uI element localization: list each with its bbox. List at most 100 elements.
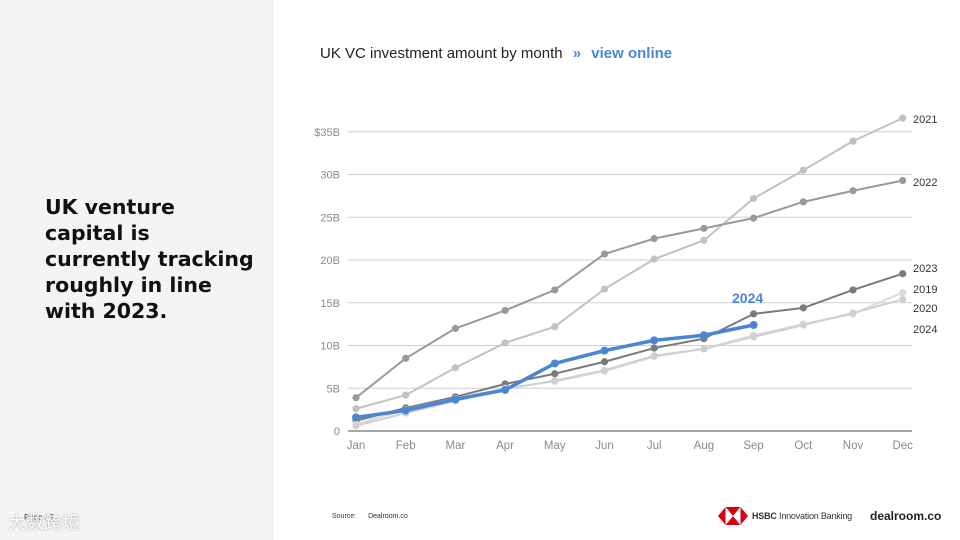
data-point-2022	[799, 198, 807, 206]
data-point-2021	[799, 166, 807, 174]
source-label: Source:	[332, 513, 357, 520]
y-tick-label: 10B	[320, 341, 340, 353]
series-end-label-2021: 2021	[913, 114, 937, 126]
y-tick-label: 15B	[320, 298, 340, 310]
grid-layer: 0 5B 10B 15B 20B 25B 30B $35B Jan Feb Mar Apr May Jun…	[314, 127, 913, 452]
data-point-2023	[799, 304, 807, 312]
hsbc-logo-sub: Innovation Banking	[779, 511, 852, 521]
label-layer: 2021 2022 2023 2019 2020 2024 2024	[732, 114, 937, 336]
data-point-2024	[650, 336, 659, 345]
data-point-2021	[551, 323, 559, 331]
source-note: Source: Dealroom.co	[332, 513, 408, 520]
series-end-label-2020: 2020	[913, 303, 937, 315]
data-point-2020	[650, 352, 658, 360]
data-point-2020	[551, 376, 559, 385]
data-point-2020	[799, 321, 807, 329]
x-tick-label: Apr	[496, 440, 514, 452]
x-tick-label: Mar	[445, 440, 465, 452]
data-point-2024	[451, 395, 460, 404]
data-point-2020	[899, 295, 907, 303]
data-point-2021	[501, 339, 509, 347]
data-point-2024	[401, 406, 410, 415]
series-line-2021	[355, 117, 904, 410]
x-tick-label: Sep	[743, 440, 763, 452]
x-tick-label: Jul	[647, 440, 662, 452]
data-point-2024	[501, 385, 510, 394]
page-number: Page / 5	[24, 513, 54, 522]
data-point-2021	[352, 405, 360, 413]
data-point-2024	[352, 413, 360, 422]
x-tick-label: Dec	[892, 440, 913, 452]
series-end-label-2024: 2024	[913, 324, 937, 336]
x-tick-label: Jan	[347, 440, 366, 452]
chart-title-text: UK VC investment amount by month	[320, 45, 563, 62]
series-line-2023	[355, 272, 904, 422]
dealroom-logo: dealroom.co	[870, 509, 942, 523]
data-point-2022	[551, 286, 559, 294]
x-tick-label: Aug	[694, 440, 714, 452]
data-point-2022	[352, 394, 360, 402]
left-panel: UK venture capital is currently tracking…	[0, 0, 274, 540]
data-point-2022	[849, 187, 857, 195]
data-point-2023	[849, 286, 857, 294]
x-tick-label: Jun	[595, 440, 614, 452]
data-point-2024	[749, 320, 758, 329]
series-end-label-2023: 2023	[913, 263, 937, 275]
data-point-2019	[899, 288, 907, 297]
x-tick-label: Nov	[843, 440, 864, 452]
source-value: Dealroom.co	[368, 513, 408, 520]
hsbc-hexagon-icon	[718, 507, 748, 525]
data-point-2021	[451, 364, 459, 372]
title-separator: »	[572, 45, 582, 62]
data-point-2022	[650, 235, 658, 243]
data-point-2021	[650, 255, 658, 263]
data-point-2020	[600, 366, 609, 374]
data-point-2024	[600, 346, 609, 355]
data-point-2021	[899, 114, 907, 122]
data-point-2022	[600, 250, 609, 258]
series-line-2022	[355, 179, 904, 399]
y-tick-label: 25B	[320, 212, 340, 224]
data-point-2024	[699, 331, 708, 340]
data-point-2023	[750, 310, 758, 318]
y-tick-label: 5B	[327, 383, 340, 395]
data-point-2021	[600, 285, 609, 293]
x-tick-label: May	[544, 440, 566, 452]
series-end-label-2022: 2022	[913, 177, 937, 189]
data-point-2023	[899, 270, 907, 278]
data-point-2021	[700, 236, 708, 244]
data-point-2022	[402, 354, 410, 362]
data-point-2020	[750, 333, 758, 341]
view-online-link[interactable]: view online	[591, 45, 673, 62]
data-point-2021	[750, 194, 758, 203]
data-point-2020	[352, 422, 360, 430]
series-line-2020	[355, 298, 904, 427]
x-tick-label: Oct	[794, 440, 813, 452]
data-point-2022	[501, 306, 509, 315]
headline: UK venture capital is currently tracking…	[45, 195, 254, 323]
data-point-2022	[899, 176, 907, 185]
data-point-2020	[849, 309, 857, 317]
series-end-label-2019: 2019	[913, 284, 937, 296]
x-tick-label: Feb	[396, 440, 416, 452]
data-point-2022	[750, 214, 758, 222]
data-point-2023	[600, 358, 609, 366]
hsbc-logo-bold: HSBC	[752, 511, 777, 521]
hsbc-logo: HSBC Innovation Banking	[718, 507, 852, 525]
data-point-2020	[700, 345, 708, 353]
data-point-2022	[451, 324, 459, 332]
y-tick-label: 20B	[320, 255, 340, 267]
y-tick-label: 0	[334, 426, 340, 438]
watermark: 大数跨境	[8, 513, 80, 534]
series-layer	[352, 114, 907, 430]
highlight-series-label: 2024	[732, 290, 763, 306]
chart-title: UK VC investment amount by month » view …	[320, 45, 672, 62]
data-point-2024	[550, 359, 559, 368]
data-point-2021	[402, 391, 410, 399]
data-point-2022	[700, 224, 708, 232]
y-tick-label: $35B	[314, 127, 340, 139]
data-point-2023	[551, 370, 559, 378]
data-point-2021	[849, 137, 857, 145]
hsbc-logo-text: HSBC Innovation Banking	[752, 511, 852, 521]
